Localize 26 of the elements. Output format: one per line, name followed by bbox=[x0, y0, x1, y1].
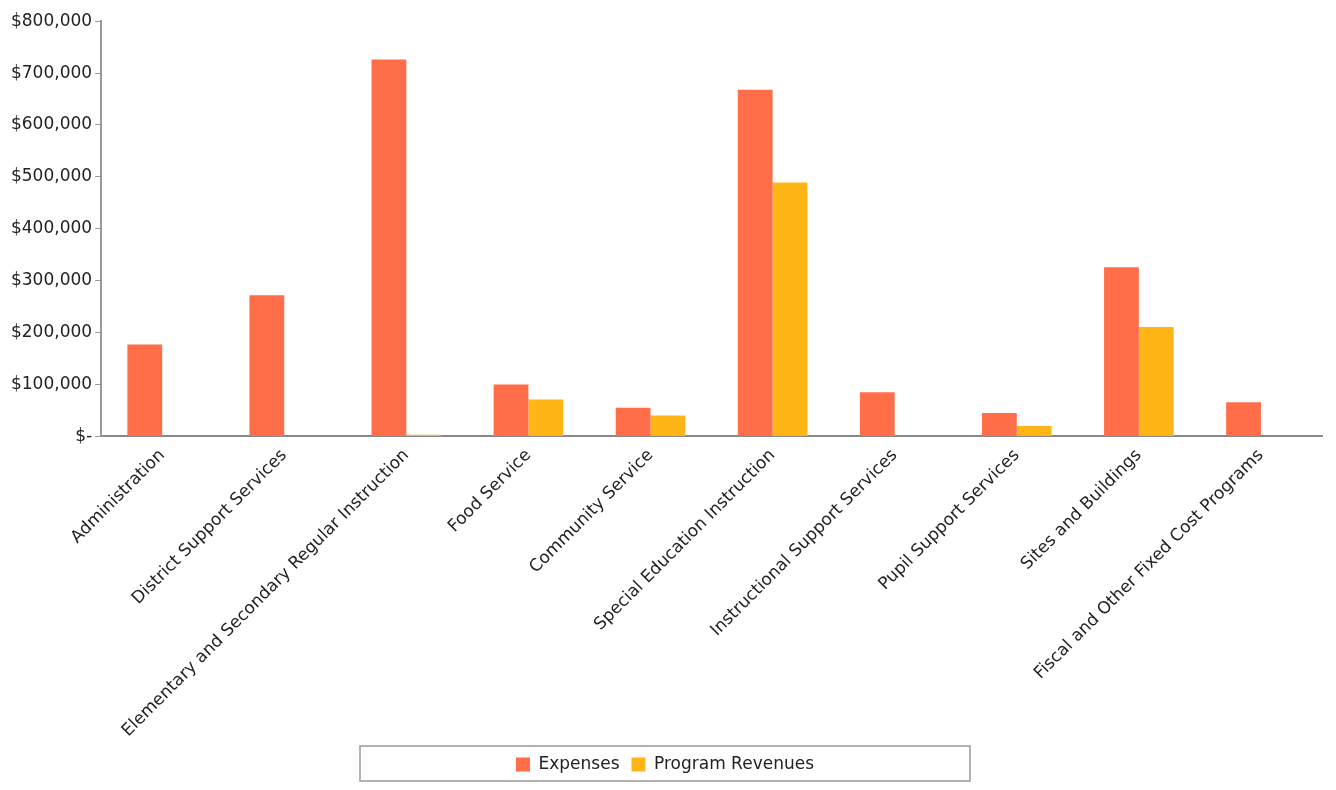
legend-label: Program Revenues bbox=[653, 752, 815, 773]
legend-label: Expenses bbox=[538, 752, 620, 773]
bar bbox=[859, 392, 895, 436]
y-tick-label: $500,000 bbox=[10, 165, 93, 186]
y-tick-label: $100,000 bbox=[10, 372, 93, 393]
y-tick-label: $400,000 bbox=[10, 217, 93, 238]
bar bbox=[650, 415, 686, 436]
bar bbox=[1138, 326, 1174, 436]
bar bbox=[615, 407, 651, 436]
bar bbox=[371, 59, 407, 436]
bar bbox=[1104, 267, 1139, 436]
y-tick-label: $800,000 bbox=[10, 9, 93, 30]
bar bbox=[528, 399, 564, 436]
bar bbox=[127, 344, 163, 436]
bar bbox=[737, 89, 773, 436]
bar bbox=[493, 384, 529, 436]
bar bbox=[1016, 426, 1052, 436]
bar bbox=[1226, 402, 1261, 436]
y-tick-label: $200,000 bbox=[10, 321, 93, 342]
bar bbox=[772, 182, 808, 436]
y-tick-label: $700,000 bbox=[10, 61, 93, 82]
y-tick-label: $600,000 bbox=[10, 113, 93, 134]
bar bbox=[981, 413, 1017, 436]
y-tick-label: $300,000 bbox=[10, 269, 93, 290]
y-tick-label: $- bbox=[75, 424, 93, 445]
bar bbox=[249, 295, 285, 436]
